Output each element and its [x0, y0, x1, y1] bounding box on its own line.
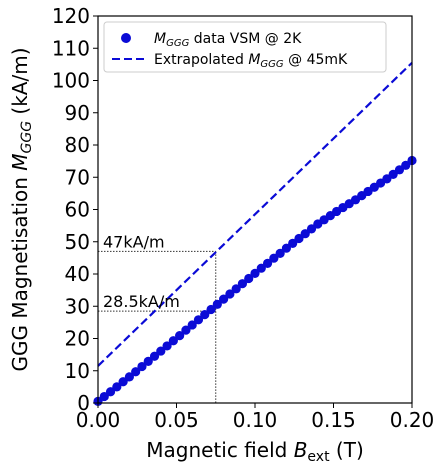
x-tick-label: 0.00	[76, 408, 121, 432]
annotation-label: 28.5kA/m	[103, 292, 180, 311]
y-tick-label: 60	[65, 198, 90, 222]
x-tick-label: 0.05	[154, 408, 199, 432]
data-point	[250, 268, 260, 278]
data-point	[105, 387, 116, 397]
data-point	[175, 330, 185, 341]
extrapolated-line	[97, 61, 413, 367]
data-point	[143, 356, 153, 366]
y-tick-label: 30	[65, 294, 90, 318]
data-point	[193, 315, 204, 325]
data-point	[244, 273, 254, 284]
vsm-data-series	[93, 155, 417, 406]
y-tick-label: 90	[65, 101, 90, 125]
y-tick-label: 120	[52, 4, 90, 28]
data-point	[168, 336, 178, 346]
x-axis-label: Magnetic field Bext (T)	[146, 438, 364, 465]
data-point	[401, 160, 411, 170]
legend-marker-vsm	[121, 33, 131, 43]
y-tick-label: 10	[65, 359, 90, 383]
data-point	[219, 294, 229, 304]
annotation-guides	[98, 250, 217, 403]
y-tick-label: 80	[65, 133, 90, 157]
data-point	[181, 325, 191, 335]
data-point	[206, 304, 216, 315]
data-point	[112, 382, 122, 392]
legend-box	[103, 21, 387, 73]
y-axis-label: GGG Magnetisation MGGG (kA/m)	[8, 47, 35, 371]
data-point	[225, 289, 235, 299]
extrapolated-series	[97, 61, 413, 367]
data-point	[281, 243, 291, 253]
x-tick-label: 0.20	[390, 408, 435, 432]
data-point	[262, 258, 273, 268]
data-point	[149, 351, 160, 361]
data-point	[269, 253, 279, 263]
data-point	[306, 224, 317, 234]
data-point	[294, 233, 304, 244]
y-tick-label: 100	[52, 69, 90, 93]
legend-entry-vsm: MGGG data VSM @ 2K	[154, 31, 302, 49]
x-tick-label: 0.10	[233, 408, 278, 432]
data-point	[300, 229, 310, 239]
data-point	[212, 299, 222, 309]
y-tick-label: 40	[65, 262, 90, 286]
y-tick-label: 70	[65, 165, 90, 189]
data-point	[137, 361, 147, 372]
data-point	[237, 279, 248, 289]
data-point	[124, 372, 134, 382]
data-point	[131, 367, 141, 377]
data-point	[162, 341, 172, 351]
legend-entry-extrapolated: Extrapolated MGGG @ 45mK	[154, 52, 348, 70]
y-tick-label: 0	[77, 391, 90, 415]
data-point	[118, 377, 128, 387]
data-point	[187, 320, 197, 330]
annotations: 47kA/m 28.5kA/m	[103, 232, 180, 311]
y-tick-label: 110	[52, 36, 90, 60]
data-point	[99, 391, 109, 402]
x-axis-ticks: 0.00 0.05 0.10 0.15 0.20	[76, 403, 435, 432]
data-point	[156, 346, 166, 356]
data-point	[231, 284, 241, 294]
y-tick-label: 50	[65, 230, 90, 254]
plot-frame	[97, 15, 413, 404]
y-axis-ticks: 0 10 20 30 40 50 60 70 80 90 100 110 120	[52, 4, 98, 415]
data-point	[256, 263, 266, 273]
legend: MGGG data VSM @ 2K Extrapolated MGGG @ 4…	[103, 21, 387, 73]
data-point	[288, 238, 298, 248]
data-point	[275, 248, 285, 258]
x-tick-label: 0.15	[311, 408, 356, 432]
annotation-label: 47kA/m	[103, 232, 165, 251]
data-point	[200, 310, 210, 320]
y-tick-label: 20	[65, 327, 90, 351]
